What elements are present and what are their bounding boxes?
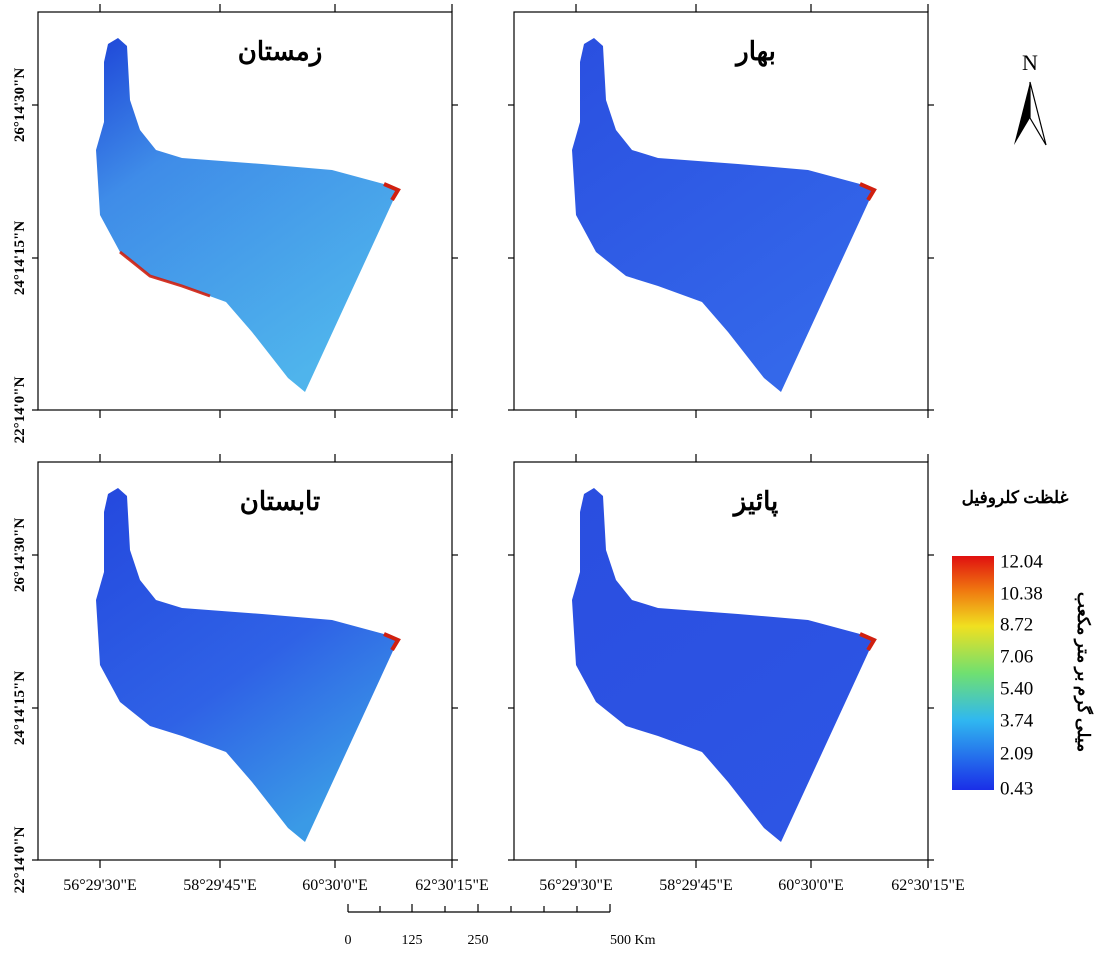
latitude-label: 24°14'15"N [12,221,28,295]
longitude-label: 60°30'0"E [302,877,368,894]
scale-label: 125 [402,933,423,948]
longitude-label: 62°30'15"E [415,877,489,894]
sea-area [572,38,874,392]
scale-bar [347,904,611,913]
latitude-label: 26°14'30"N [12,68,28,142]
panel-frame [513,461,929,861]
legend-value: 2.09 [1000,743,1033,764]
map-panel: تابستان 26°14'30"N 24°14'15"N 22°14'0"N 56°2… [12,454,489,894]
panel-frame [37,461,453,861]
legend-unit: میلی گرم بر متر مکعب [1073,592,1094,752]
panel-title: پائیز [732,487,779,517]
color-ramp [952,556,994,790]
longitude-label: 62°30'15"E [891,877,965,894]
longitude-label: 56°29'30"E [539,877,613,894]
legend-value: 0.43 [1000,778,1033,799]
legend-value: 8.72 [1000,614,1033,635]
coastal-bloom [859,632,877,652]
coastal-bloom [859,182,877,202]
map-panel: پائیز 56°29'30"E 58°29'45"E 60°30'0"E 62°30'… [508,454,965,894]
panel-title: زمستان [238,37,323,67]
latitude-label: 24°14'15"N [12,671,28,745]
sea-area [96,488,398,842]
longitude-label: 58°29'45"E [183,877,257,894]
map-panel: زمستان 26°14'30"N 24°14'15"N 22°14'0"N [12,4,458,443]
legend-value: 7.06 [1000,646,1033,667]
sea-area [572,488,874,842]
longitude-label: 56°29'30"E [63,877,137,894]
legend-value: 10.38 [1000,583,1043,604]
panel-frame [37,11,453,411]
longitude-label: 60°30'0"E [778,877,844,894]
legend: غلظت کلروفیل میلی گرم بر متر مکعب [952,488,1094,790]
coastal-bloom [383,182,401,202]
legend-value: 5.40 [1000,678,1033,699]
panel-title: تابستان [240,487,320,516]
coastal-bloom [119,250,211,298]
latitude-label: 22°14'0"N [12,826,28,893]
map-panel: بهار [508,4,934,418]
scale-label: 0 [345,933,352,948]
panel-title: بهار [734,37,776,67]
legend-value: 3.74 [1000,710,1034,731]
latitude-label: 22°14'0"N [12,376,28,443]
sea-area [96,38,398,392]
longitude-label: 58°29'45"E [659,877,733,894]
legend-value: 12.04 [1000,551,1043,572]
north-arrow: N [1014,50,1047,146]
coastal-bloom [383,632,401,652]
scale-label: 500 Km [610,933,656,948]
scale-label: 250 [468,933,489,948]
legend-title: غلظت کلروفیل [962,488,1069,508]
north-label: N [1022,50,1038,75]
latitude-label: 26°14'30"N [12,518,28,592]
panel-frame [513,11,929,411]
